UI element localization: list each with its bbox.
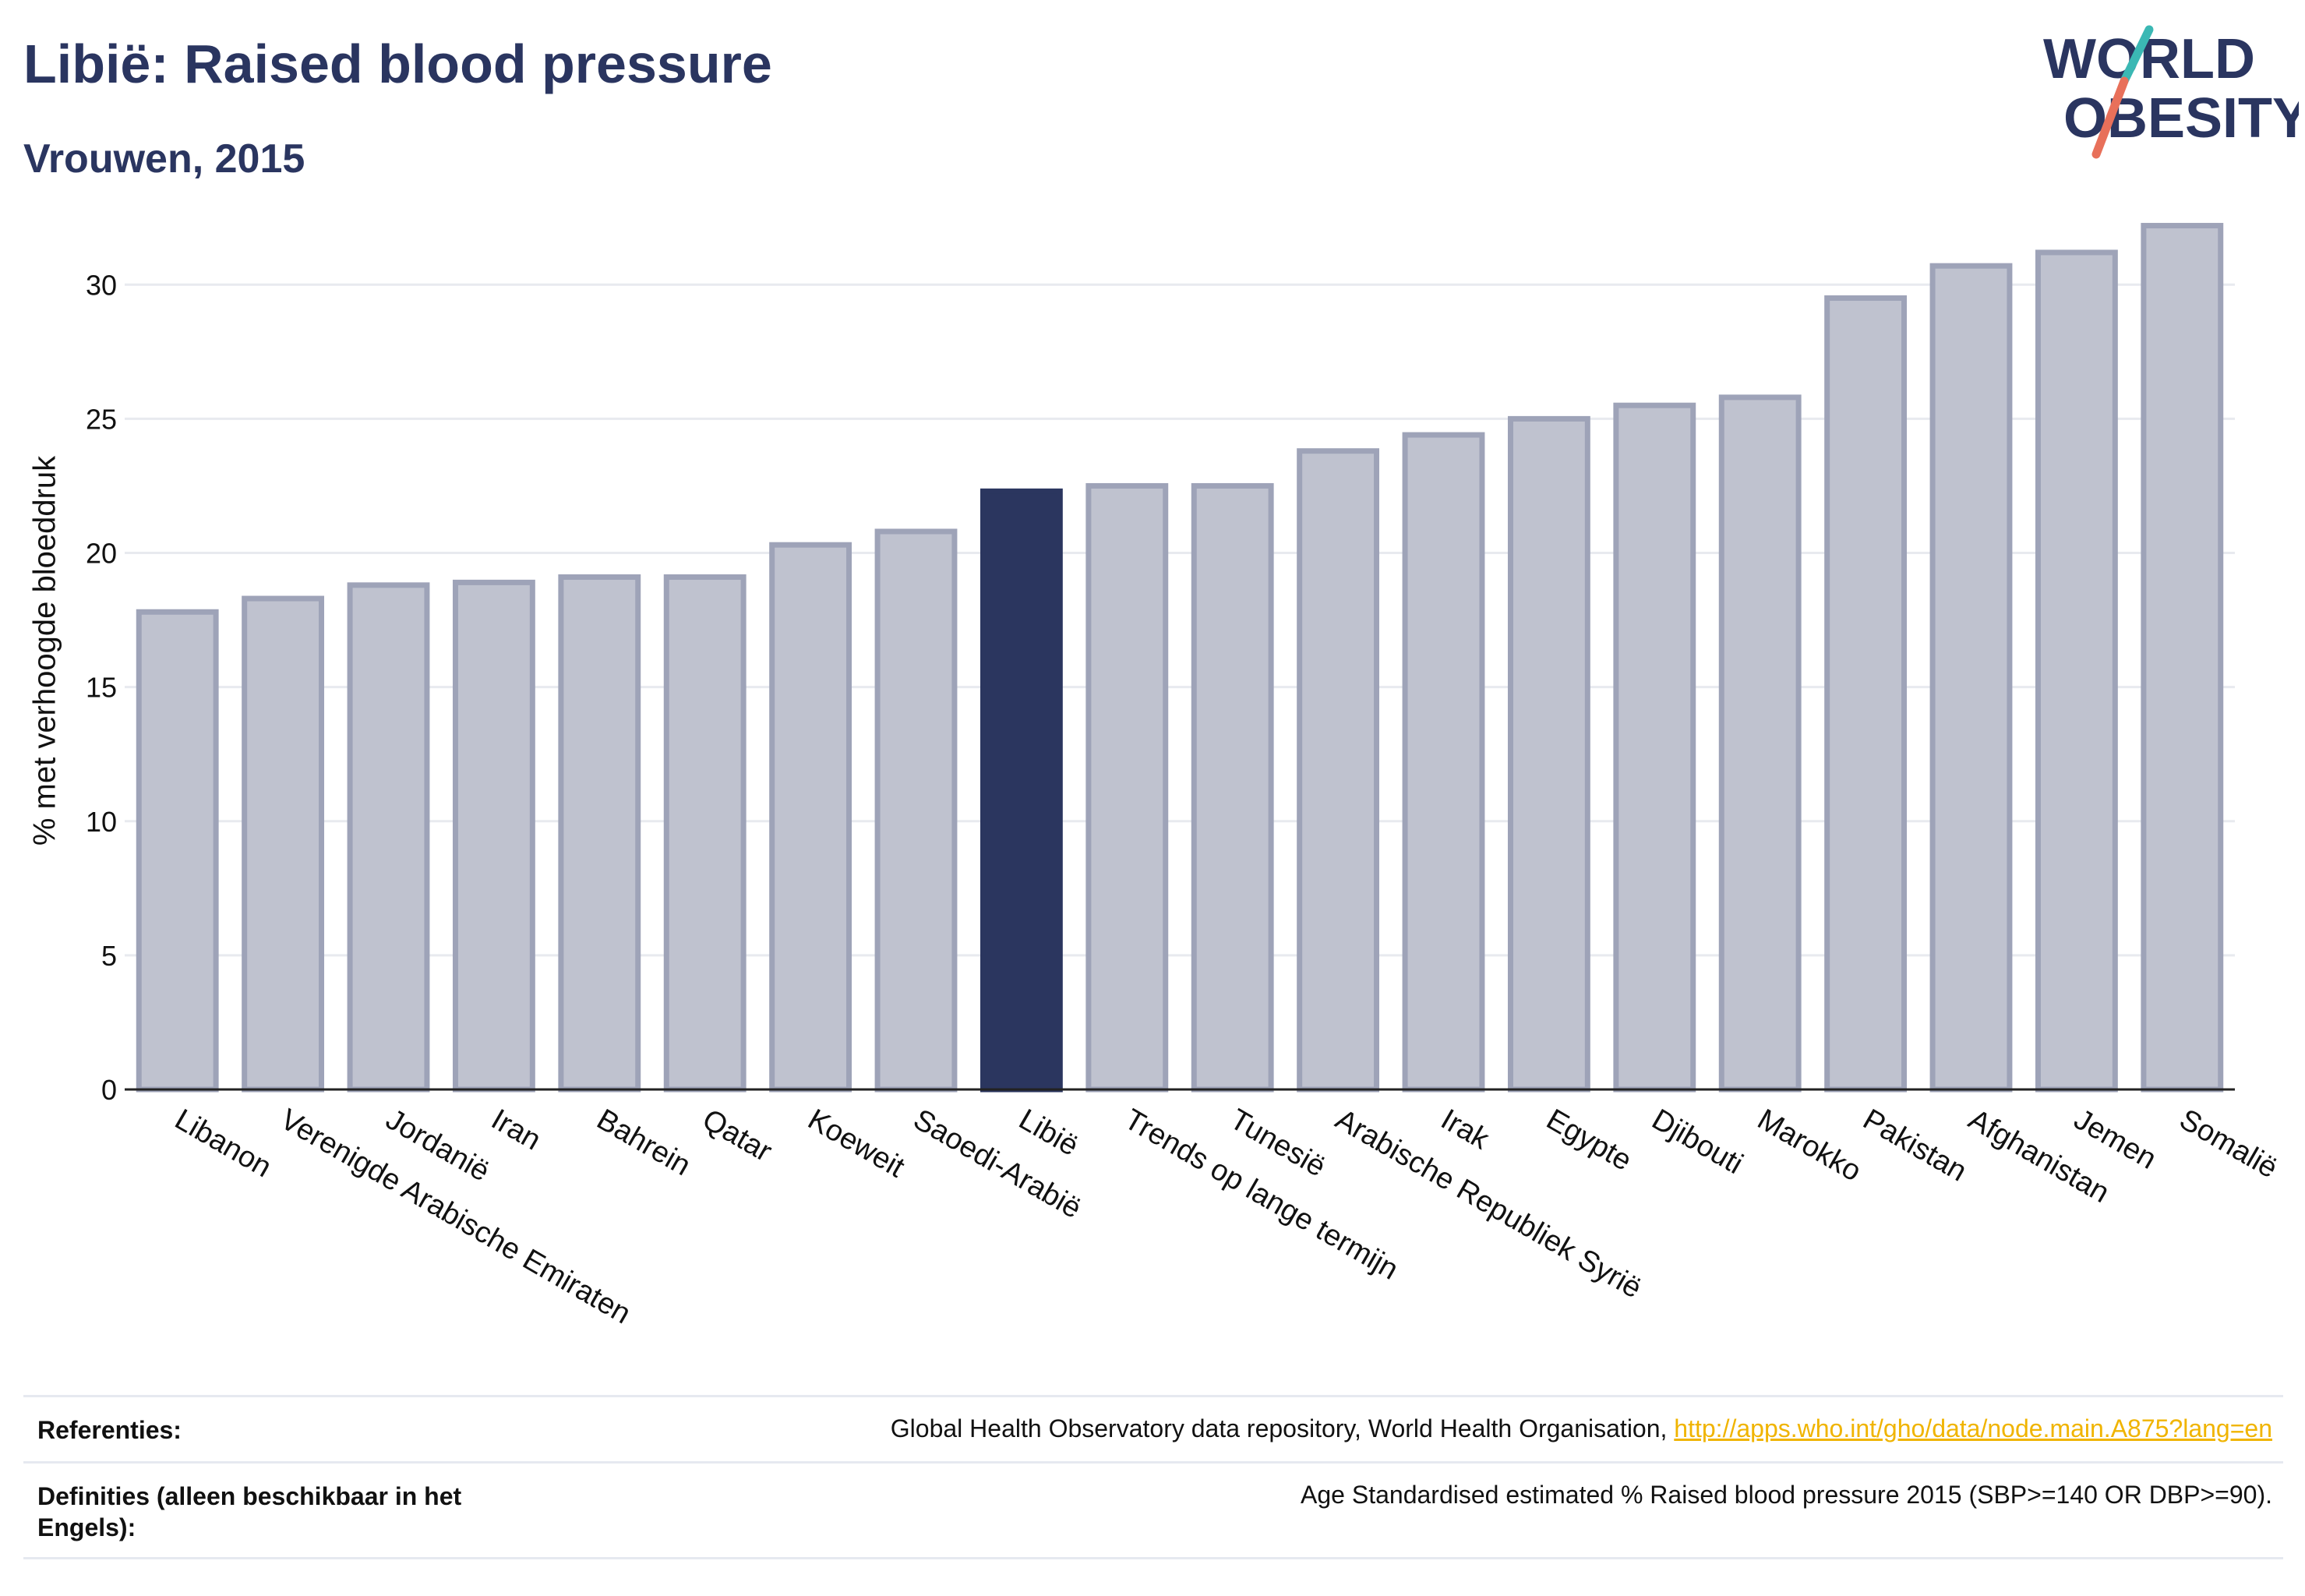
x-tick-label: Koeweit bbox=[803, 1103, 910, 1184]
x-tick-label: Pakistan bbox=[1858, 1103, 1972, 1188]
bar bbox=[1718, 394, 1802, 1093]
bar bbox=[874, 528, 958, 1093]
bar bbox=[663, 574, 747, 1093]
y-tick-label: 0 bbox=[101, 1074, 117, 1106]
x-tick-label: Irak bbox=[1435, 1103, 1495, 1156]
bar bbox=[1613, 402, 1696, 1093]
bar bbox=[1929, 263, 2013, 1093]
x-tick-label: Somalië bbox=[2174, 1103, 2283, 1185]
references-row: Referenties: Global Health Observatory d… bbox=[23, 1395, 2283, 1461]
bar bbox=[1402, 432, 1485, 1093]
x-tick-label: Bahrein bbox=[591, 1103, 696, 1182]
definitions-label: Definities (alleen beschikbaar in het En… bbox=[37, 1482, 462, 1541]
x-tick-label: Djibouti bbox=[1647, 1103, 1749, 1181]
y-tick-label: 5 bbox=[101, 940, 117, 972]
y-tick-label: 25 bbox=[86, 403, 117, 435]
bar bbox=[2141, 223, 2224, 1093]
bar bbox=[242, 595, 325, 1093]
bar bbox=[1085, 482, 1169, 1093]
bar-highlighted bbox=[980, 488, 1063, 1093]
bars bbox=[136, 223, 2224, 1093]
bar bbox=[2035, 249, 2118, 1093]
bar bbox=[452, 579, 535, 1093]
x-tick-label: Marokko bbox=[1752, 1103, 1866, 1188]
bar bbox=[558, 574, 641, 1093]
bar bbox=[769, 542, 852, 1093]
y-tick-label: 10 bbox=[86, 806, 117, 838]
references-value: Global Health Observatory data repositor… bbox=[891, 1414, 2272, 1443]
logo-slash-teal bbox=[2120, 25, 2154, 86]
world-obesity-logo: WORLD OBESITY bbox=[2043, 25, 2299, 159]
gridlines bbox=[125, 283, 2235, 957]
x-tick-label: Libië bbox=[1013, 1103, 1084, 1163]
bar bbox=[1191, 482, 1274, 1093]
bar bbox=[1297, 448, 1380, 1093]
page-subtitle: Vrouwen, 2015 bbox=[23, 136, 305, 182]
bar bbox=[1507, 415, 1590, 1093]
references-label: Referenties: bbox=[37, 1416, 182, 1444]
x-tick-label: Qatar bbox=[697, 1103, 778, 1168]
x-tick-label: Iran bbox=[485, 1103, 546, 1156]
definitions-row: Definities (alleen beschikbaar in het En… bbox=[23, 1461, 2283, 1559]
logo-slash-coral bbox=[2091, 76, 2129, 159]
y-tick-labels: 0 5 10 15 20 25 30 bbox=[86, 269, 117, 1106]
footer-table: Referenties: Global Health Observatory d… bbox=[23, 1395, 2283, 1559]
y-tick-label: 20 bbox=[86, 538, 117, 570]
y-tick-label: 15 bbox=[86, 672, 117, 704]
bar bbox=[347, 582, 430, 1093]
x-tick-label: Libanon bbox=[169, 1103, 277, 1184]
references-text: Global Health Observatory data repositor… bbox=[890, 1414, 1675, 1442]
x-tick-label: Egypte bbox=[1541, 1103, 1636, 1178]
references-link[interactable]: http://apps.who.int/gho/data/node.main.A… bbox=[1674, 1414, 2272, 1442]
page-title: Libië: Raised blood pressure bbox=[23, 34, 772, 94]
definitions-value: Age Standardised estimated % Raised bloo… bbox=[1301, 1481, 2272, 1509]
bar bbox=[136, 609, 219, 1093]
y-tick-label: 30 bbox=[86, 269, 117, 301]
bar bbox=[1824, 295, 1908, 1093]
y-axis-label: % met verhoogde bloeddruk bbox=[27, 455, 62, 846]
